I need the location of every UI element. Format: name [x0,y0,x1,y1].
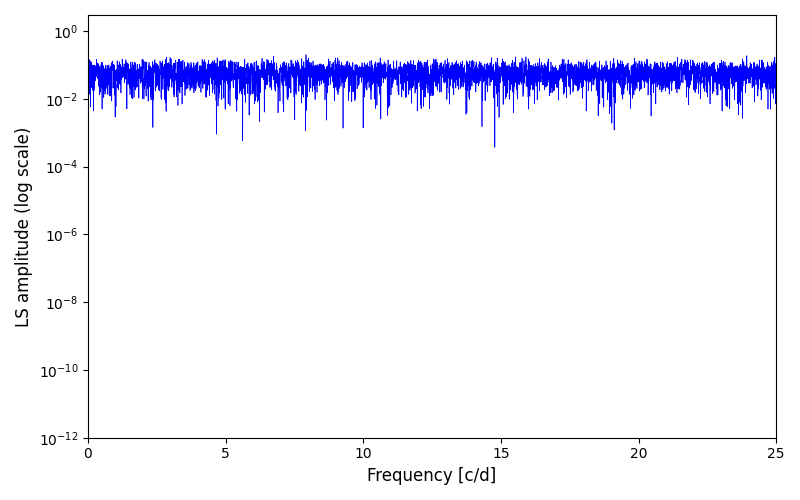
X-axis label: Frequency [c/d]: Frequency [c/d] [367,467,497,485]
Y-axis label: LS amplitude (log scale): LS amplitude (log scale) [15,126,33,326]
